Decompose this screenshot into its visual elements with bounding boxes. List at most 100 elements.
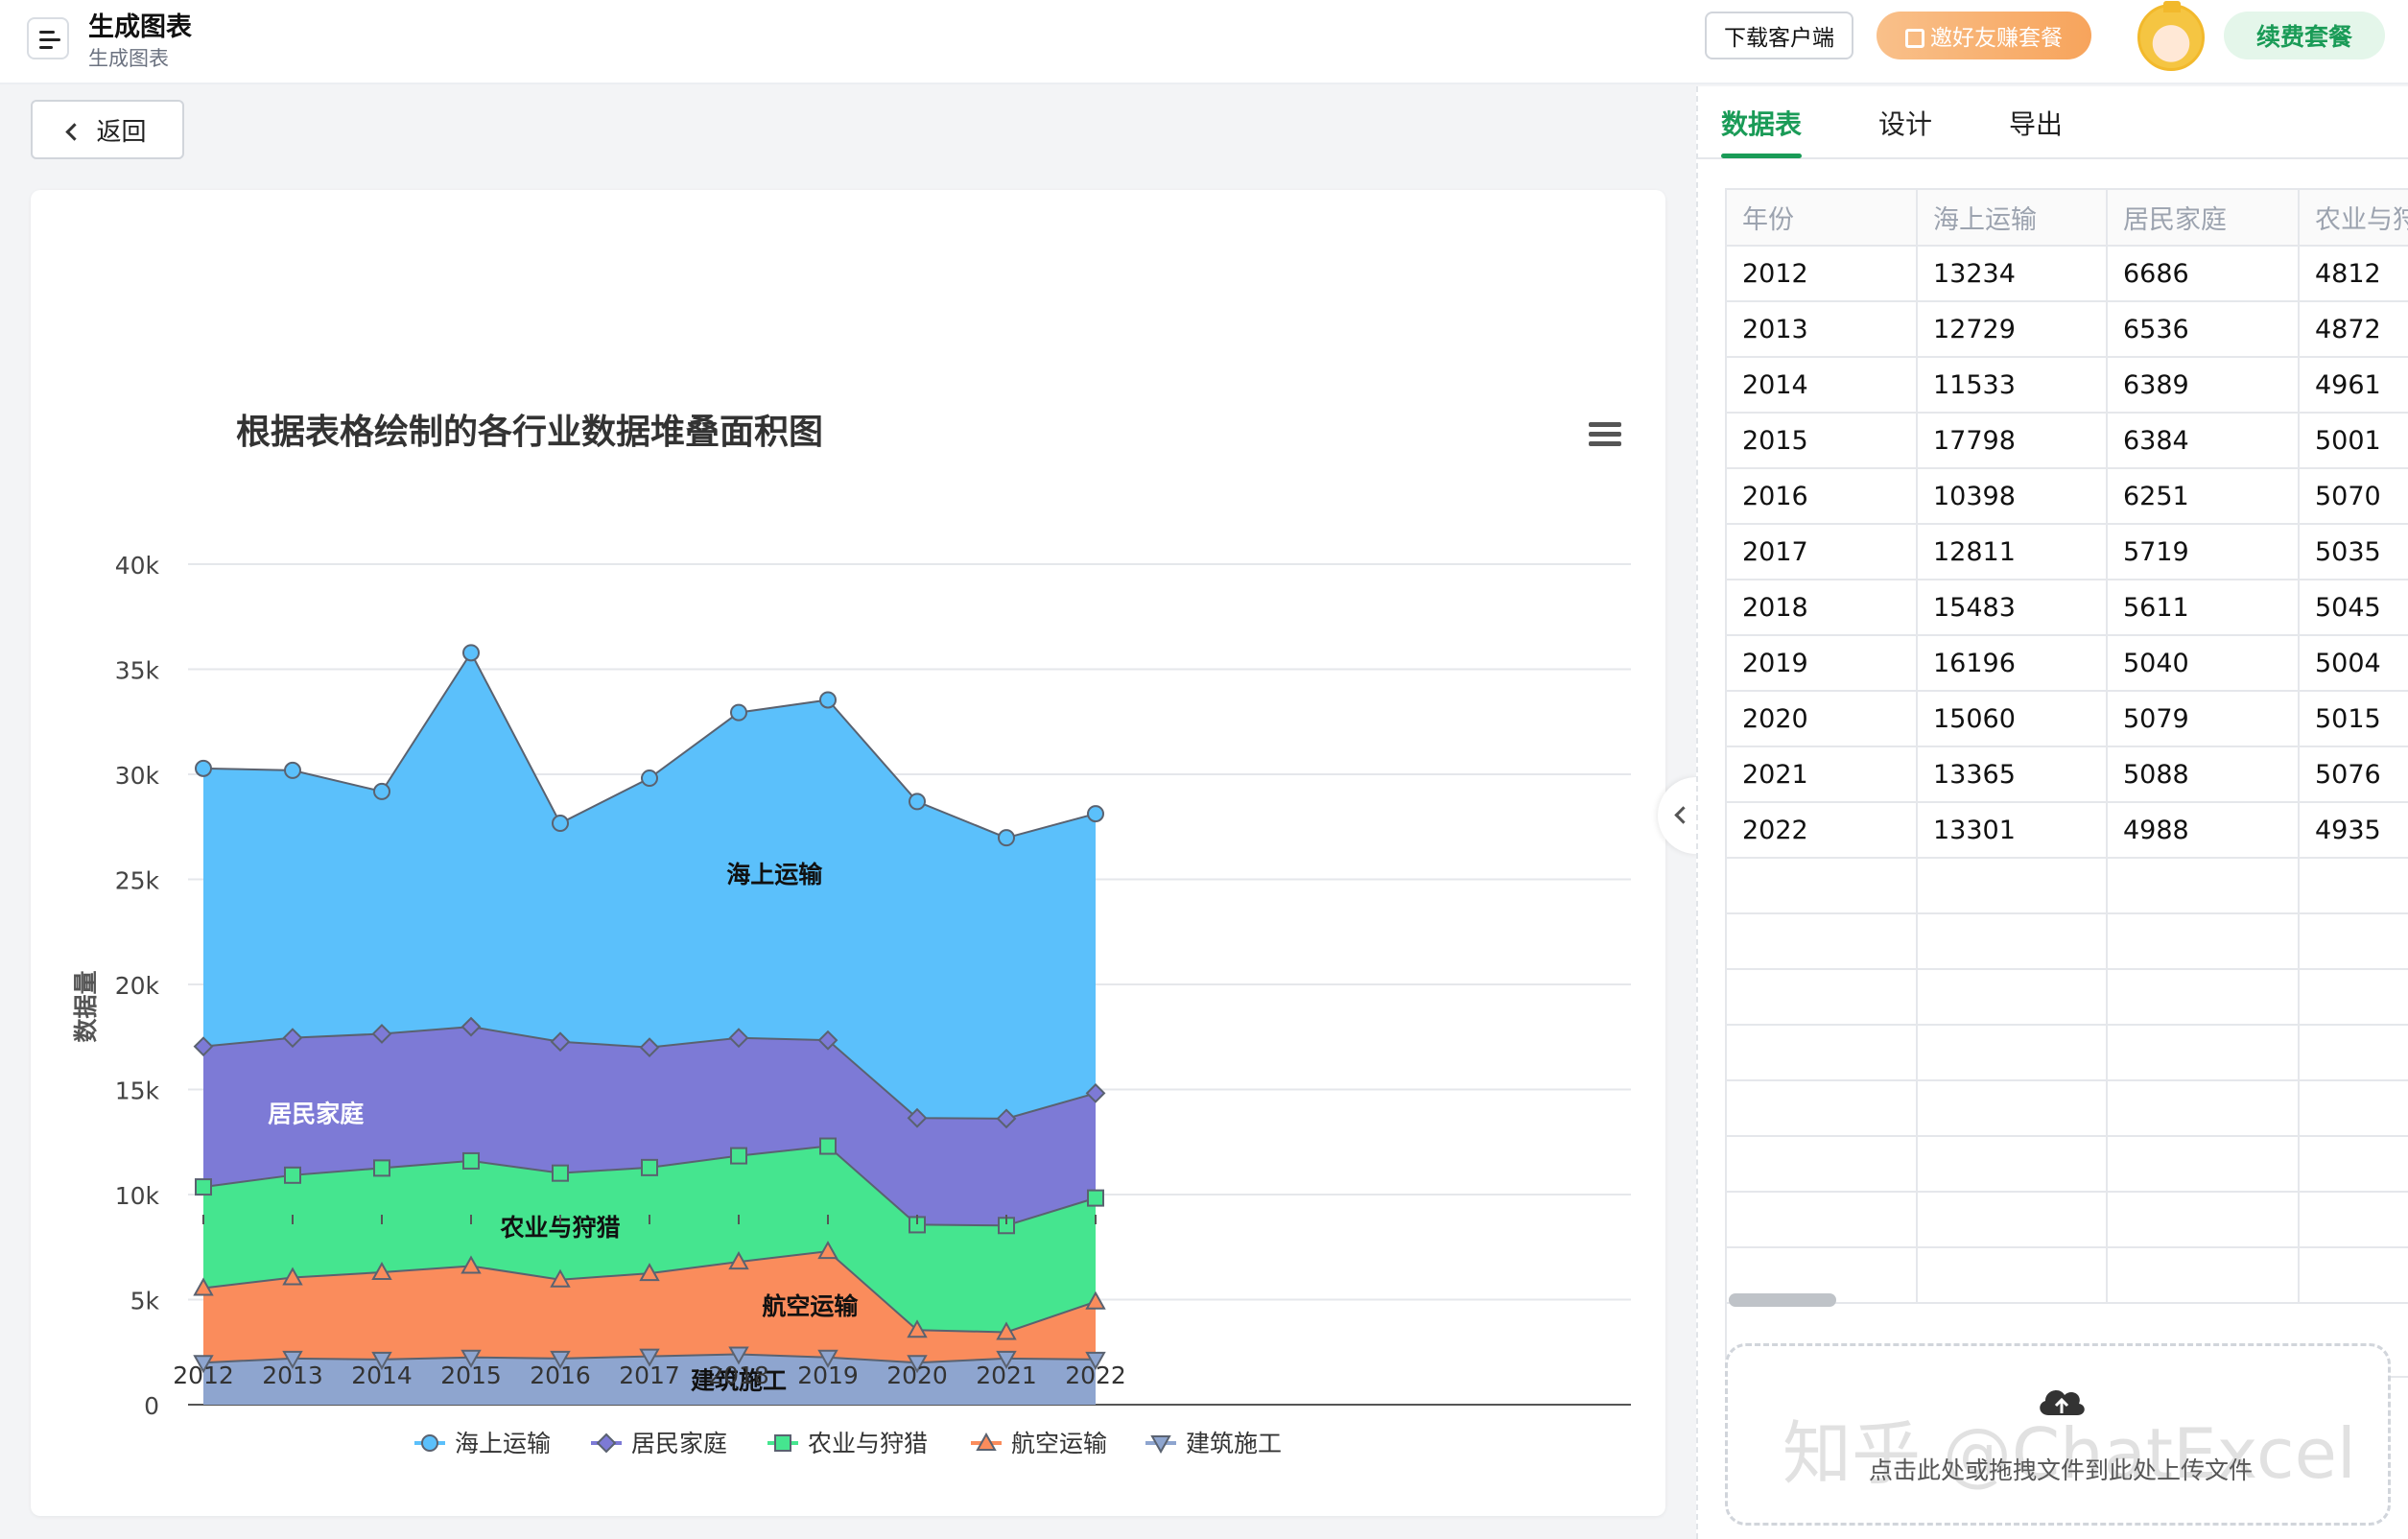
data-point[interactable] [550,1268,571,1288]
table-cell[interactable] [2107,913,2300,970]
table-cell[interactable]: 5070 [2299,468,2408,525]
legend-item[interactable]: 农业与狩猎 [808,1430,928,1457]
data-point[interactable] [1085,1290,1106,1310]
legend-item[interactable]: 建筑施工 [1186,1430,1282,1457]
table-cell[interactable]: 2021 [1727,746,1918,803]
table-cell[interactable]: 5035 [2299,524,2408,580]
data-point[interactable] [282,1350,303,1369]
table-cell[interactable]: 5045 [2299,580,2408,636]
table-cell[interactable]: 5088 [2107,746,2300,803]
table-cell[interactable]: 6251 [2107,468,2300,525]
data-point[interactable] [193,1355,214,1374]
table-cell[interactable]: 4812 [2299,246,2408,302]
table-cell[interactable] [2299,1192,2408,1248]
table-cell[interactable] [1917,858,2108,914]
data-point[interactable] [817,1349,838,1368]
data-point[interactable] [552,1164,569,1182]
legend-marker[interactable] [1150,1435,1171,1455]
table-cell[interactable]: 4961 [2299,357,2408,414]
data-point[interactable] [460,1016,482,1037]
table-cell[interactable] [1917,1080,2108,1137]
invite-friends-button[interactable]: 邀好友赚套餐 [1877,12,2091,59]
table-cell[interactable] [2107,1247,2300,1304]
table-cell[interactable] [2299,969,2408,1026]
data-point[interactable] [730,703,747,722]
table-cell[interactable]: 16196 [1917,635,2108,692]
table-cell[interactable] [1727,913,1918,970]
data-point[interactable] [371,1351,392,1370]
table-cell[interactable]: 5076 [2299,746,2408,803]
legend-marker[interactable] [421,1434,438,1452]
chart-menu-icon[interactable] [1589,441,1621,446]
data-point[interactable] [641,1158,658,1176]
table-cell[interactable]: 15060 [1917,691,2108,747]
chart-menu-icon[interactable] [1589,432,1621,437]
table-cell[interactable] [1727,858,1918,914]
data-point[interactable] [1085,1082,1106,1103]
legend-item[interactable]: 居民家庭 [631,1430,727,1457]
data-point[interactable] [371,1024,392,1044]
data-point[interactable] [639,1263,660,1282]
table-cell[interactable] [2107,1025,2300,1081]
data-point[interactable] [1087,1189,1104,1207]
file-upload-dropzone[interactable]: 点击此处或拖拽文件到此处上传文件 [1725,1343,2391,1526]
table-cell[interactable] [1917,913,2108,970]
data-point[interactable] [996,1350,1017,1369]
table-cell[interactable]: 6389 [2107,357,2300,414]
table-cell[interactable] [1917,1192,2108,1248]
table-cell[interactable] [2107,858,2300,914]
chart-menu-icon[interactable] [1589,422,1621,427]
table-cell[interactable]: 5015 [2299,691,2408,747]
table-cell[interactable] [1917,1136,2108,1193]
data-point[interactable] [996,1321,1017,1340]
legend-marker[interactable] [596,1432,617,1454]
data-point[interactable] [282,1028,303,1049]
legend-marker[interactable] [774,1434,791,1452]
data-point[interactable] [373,1159,390,1177]
data-point[interactable] [371,1261,392,1281]
avatar[interactable] [2137,1,2205,71]
table-cell[interactable] [1727,1080,1918,1137]
column-header[interactable]: 海上运输 [1917,190,2108,247]
data-point[interactable] [641,770,658,788]
table-cell[interactable] [2299,913,2408,970]
tab-data-table[interactable]: 数据表 [1721,104,1802,142]
data-point[interactable] [284,1166,301,1184]
table-cell[interactable] [1727,1025,1918,1081]
data-point[interactable] [728,1251,749,1270]
table-cell[interactable]: 11533 [1917,357,2108,414]
table-cell[interactable]: 2017 [1727,524,1918,580]
data-point[interactable] [639,1348,660,1367]
data-point[interactable] [373,782,390,800]
table-cell[interactable]: 6536 [2107,301,2300,358]
table-cell[interactable]: 15483 [1917,580,2108,636]
data-point[interactable] [907,1355,928,1374]
table-cell[interactable] [1917,1025,2108,1081]
data-point[interactable] [552,815,569,833]
renew-plan-button[interactable]: 续费套餐 [2224,12,2385,59]
table-cell[interactable] [2107,1136,2300,1193]
table-cell[interactable] [2107,1080,2300,1137]
tab-design[interactable]: 设计 [1878,104,1932,142]
table-cell[interactable] [2299,1080,2408,1137]
table-cell[interactable]: 4988 [2107,802,2300,859]
data-point[interactable] [907,1107,928,1128]
table-cell[interactable]: 5040 [2107,635,2300,692]
legend-marker[interactable] [976,1432,997,1451]
data-point[interactable] [996,1108,1017,1129]
data-point[interactable] [909,793,926,811]
table-cell[interactable]: 4935 [2299,802,2408,859]
table-cell[interactable]: 2018 [1727,580,1918,636]
data-point[interactable] [639,1037,660,1058]
legend-item[interactable]: 海上运输 [455,1430,551,1457]
table-cell[interactable]: 5004 [2299,635,2408,692]
data-point[interactable] [1085,1351,1106,1370]
data-point[interactable] [817,1030,838,1051]
download-client-button[interactable]: 下载客户端 [1705,12,1853,59]
column-header[interactable]: 年份 [1727,190,1918,247]
table-cell[interactable] [1727,969,1918,1026]
table-cell[interactable] [2299,1025,2408,1081]
table-cell[interactable]: 5001 [2299,413,2408,469]
data-point[interactable] [730,1147,747,1165]
data-point[interactable] [462,1151,480,1170]
